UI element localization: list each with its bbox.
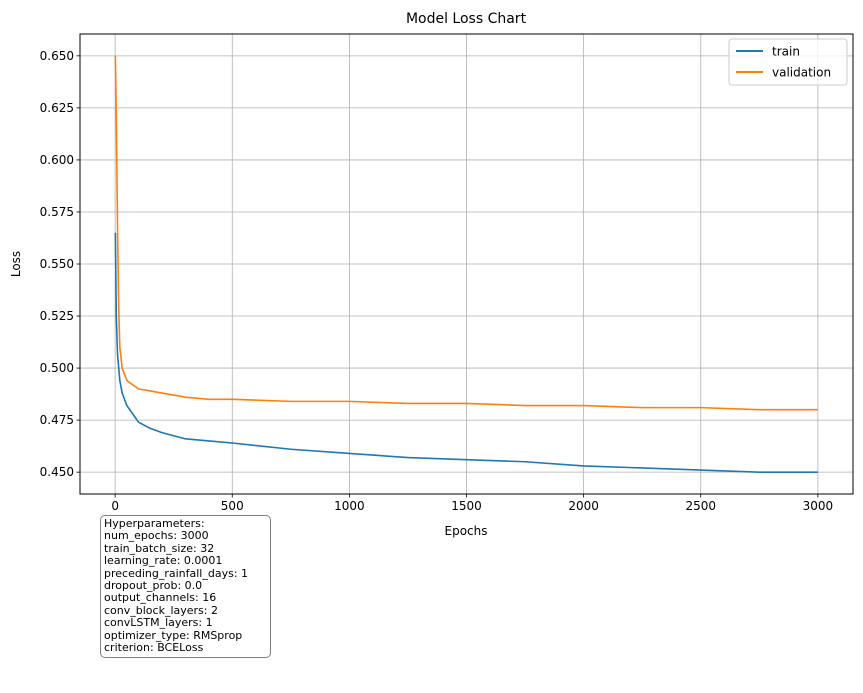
y-tick-label: 0.450	[40, 465, 74, 479]
hyperparameter-line: preceding_rainfall_days: 1	[104, 566, 249, 580]
hyperparameter-line: output_channels: 16	[104, 591, 217, 605]
y-tick-label: 0.625	[40, 101, 74, 115]
grid-lines	[80, 34, 853, 494]
x-tick-label: 2000	[568, 499, 599, 513]
y-tick-label: 0.575	[40, 205, 74, 219]
y-axis: 0.450 0.475 0.500 0.525 0.550 0.575 0.600 0.625…	[40, 49, 80, 479]
series-line-validation	[114, 55, 818, 411]
x-tick-label: 1500	[451, 499, 482, 513]
hyperparameter-line: dropout_prob: 0.0	[104, 579, 203, 593]
x-tick-label: 2500	[685, 499, 716, 513]
chart-title: Model Loss Chart	[406, 11, 527, 27]
plot-area	[114, 55, 818, 473]
hyperparameter-line: criterion: BCELoss	[104, 641, 204, 655]
hyperparameter-line: optimizer_type: RMSprop	[104, 628, 243, 642]
x-tick-label: 1000	[334, 499, 365, 513]
legend-validation-label: validation	[772, 66, 831, 80]
hyperparameter-line: conv_block_layers: 2	[104, 603, 218, 617]
x-axis-label: Epochs	[445, 524, 488, 538]
x-tick-label: 0	[111, 499, 119, 513]
x-tick-label: 500	[221, 499, 244, 513]
hyperparameter-line: num_epochs: 3000	[104, 529, 209, 543]
x-tick-label: 3000	[803, 499, 834, 513]
hyperparameters-box: Hyperparameters: num_epochs: 3000 train_…	[100, 515, 271, 659]
legend-train-label: train	[772, 45, 800, 59]
y-tick-label: 0.500	[40, 361, 74, 375]
series-line-train	[114, 232, 818, 473]
x-axis: 0 500 1000 1500 2000 2500 3000	[111, 494, 833, 513]
legend: train validation	[728, 38, 848, 86]
hyperparameter-line: learning_rate: 0.0001	[104, 554, 223, 568]
y-tick-label: 0.475	[40, 413, 74, 427]
y-axis-label: Loss	[9, 251, 23, 277]
y-tick-label: 0.650	[40, 49, 74, 63]
y-tick-label: 0.550	[40, 257, 74, 271]
y-tick-label: 0.600	[40, 153, 74, 167]
hyperparameter-line: convLSTM_layers: 1	[104, 616, 213, 630]
hyperparameter-line: train_batch_size: 32	[104, 541, 215, 555]
hyperparameters-title: Hyperparameters:	[104, 517, 205, 530]
y-tick-label: 0.525	[40, 309, 74, 323]
